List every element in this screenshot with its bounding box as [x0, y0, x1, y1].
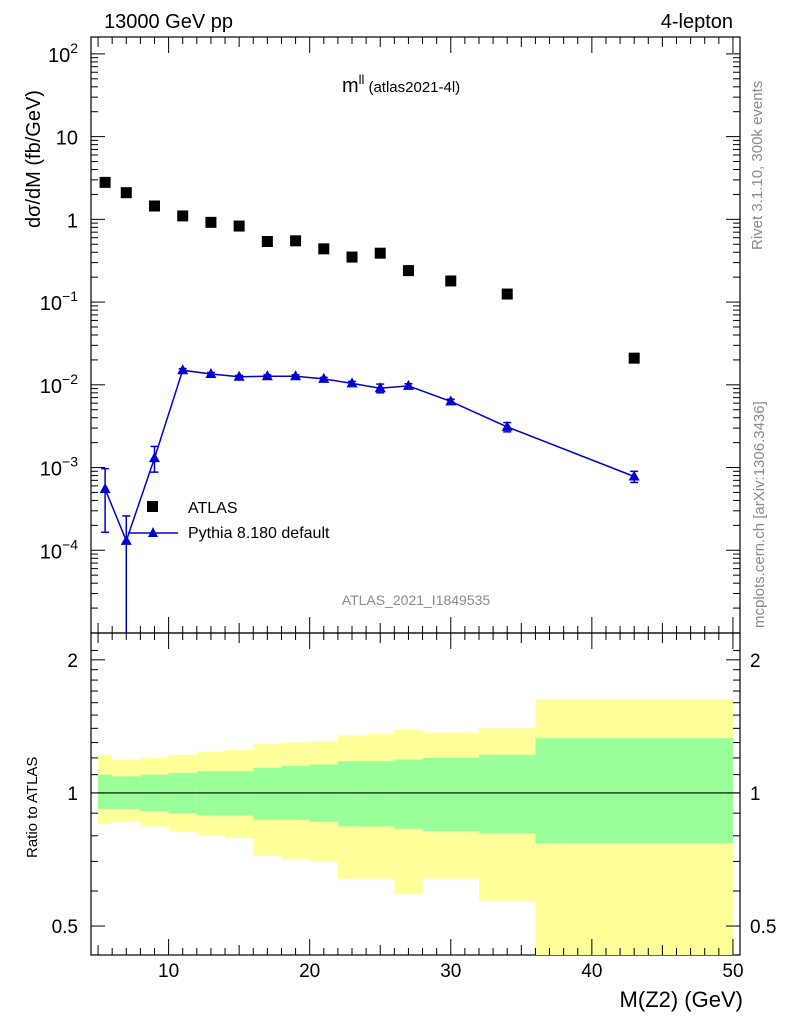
legend-atlas-marker: [147, 501, 158, 512]
y-tick-label: 10−3: [40, 454, 78, 481]
x-tick-label: 20: [299, 961, 320, 982]
legend-atlas-label: ATLAS: [188, 500, 238, 517]
atlas-point: [99, 176, 111, 188]
y-tick-label: 10: [56, 128, 78, 150]
atlas-point: [261, 235, 273, 247]
y-tick-label: 10−1: [40, 288, 78, 315]
atlas-point: [148, 200, 160, 212]
mc-point: [205, 368, 217, 379]
mc-point: [445, 395, 457, 406]
mc-point: [148, 452, 160, 463]
mc-point: [628, 470, 640, 481]
atlas-series: [99, 176, 640, 364]
y-axis-label: dσ/dM (fb/GeV): [23, 90, 45, 228]
header-left: 13000 GeV pp: [104, 11, 233, 33]
ratio-inner-band-14: [535, 738, 733, 844]
atlas-point: [374, 247, 386, 259]
x-tick-label: 30: [440, 961, 461, 982]
mc-point: [402, 379, 414, 390]
y-tick-label: 10−4: [40, 536, 78, 563]
x-tick-label: 40: [581, 961, 602, 982]
atlas-point: [501, 288, 513, 300]
ratio-inner-band-6: [253, 767, 282, 820]
y-tick-label: 10−2: [40, 371, 78, 398]
atlas-point: [233, 220, 245, 232]
header-right: 4-lepton: [661, 11, 733, 33]
atlas-point: [318, 243, 330, 255]
atlas-point: [346, 251, 358, 263]
ratio-tick-label-right: 2: [750, 651, 761, 672]
ratio-tick-label-left: 1: [67, 784, 78, 805]
atlas-point: [205, 216, 217, 228]
atlas-point: [445, 275, 457, 287]
ratio-tick-label-right: 1: [750, 784, 761, 805]
y-tick-label: 102: [48, 40, 78, 67]
analysis-watermark: ATLAS_2021_I1849535: [342, 592, 491, 608]
ratio-bands: [91, 699, 740, 955]
ratio-inner-band-0: [98, 774, 113, 809]
mc-series: [99, 364, 640, 633]
y-tick-label: 1: [67, 210, 78, 232]
mc-point: [177, 364, 189, 375]
plot-title: mll (atlas2021-4l): [342, 72, 460, 97]
ratio-inner-band-12: [422, 757, 479, 832]
x-axis-label: M(Z2) (GeV): [620, 987, 743, 1012]
atlas-point: [120, 187, 132, 199]
mc-point: [318, 372, 330, 383]
ratio-tick-label-left: 2: [67, 651, 78, 672]
mc-point: [233, 370, 245, 381]
x-tick-label: 10: [158, 961, 179, 982]
mc-point: [346, 377, 358, 388]
ratio-tick-label-left: 0.5: [52, 917, 78, 938]
ratio-plot-frame: [90, 632, 741, 956]
mc-point: [99, 483, 111, 494]
ratio-inner-band-11: [394, 759, 423, 829]
legend-mc-label: Pythia 8.180 default: [188, 525, 330, 542]
ratio-inner-band-10: [366, 761, 395, 827]
rivet-label: Rivet 3.1.10, 300k events: [749, 81, 766, 250]
atlas-point: [177, 210, 189, 222]
mc-point: [290, 370, 302, 381]
mc-point: [120, 534, 132, 545]
atlas-point: [290, 235, 302, 247]
x-tick-label: 50: [722, 961, 743, 982]
atlas-point: [628, 352, 640, 364]
ratio-y-axis: 0.5 0.5 1 1 2 2: [52, 649, 776, 938]
ratio-inner-band-13: [478, 754, 536, 834]
mc-point: [374, 382, 386, 393]
mc-point: [501, 420, 513, 431]
ratio-inner-band-9: [337, 761, 367, 827]
legend-mc-marker: [148, 527, 158, 537]
ratio-y-axis-label: Ratio to ATLAS: [24, 757, 41, 858]
mc-line: [104, 369, 635, 543]
ratio-tick-label-right: 0.5: [750, 917, 776, 938]
main-plot-frame: [90, 36, 741, 634]
atlas-point: [402, 265, 414, 277]
mcplots-label: mcplots.cern.ch [arXiv:1306.3436]: [751, 401, 768, 628]
x-axis: 10 20 30 40 50: [97, 37, 744, 982]
main-y-axis: 102 10 1 10−1 10−2 10−3 10−4: [40, 40, 740, 609]
mc-point: [261, 370, 273, 381]
